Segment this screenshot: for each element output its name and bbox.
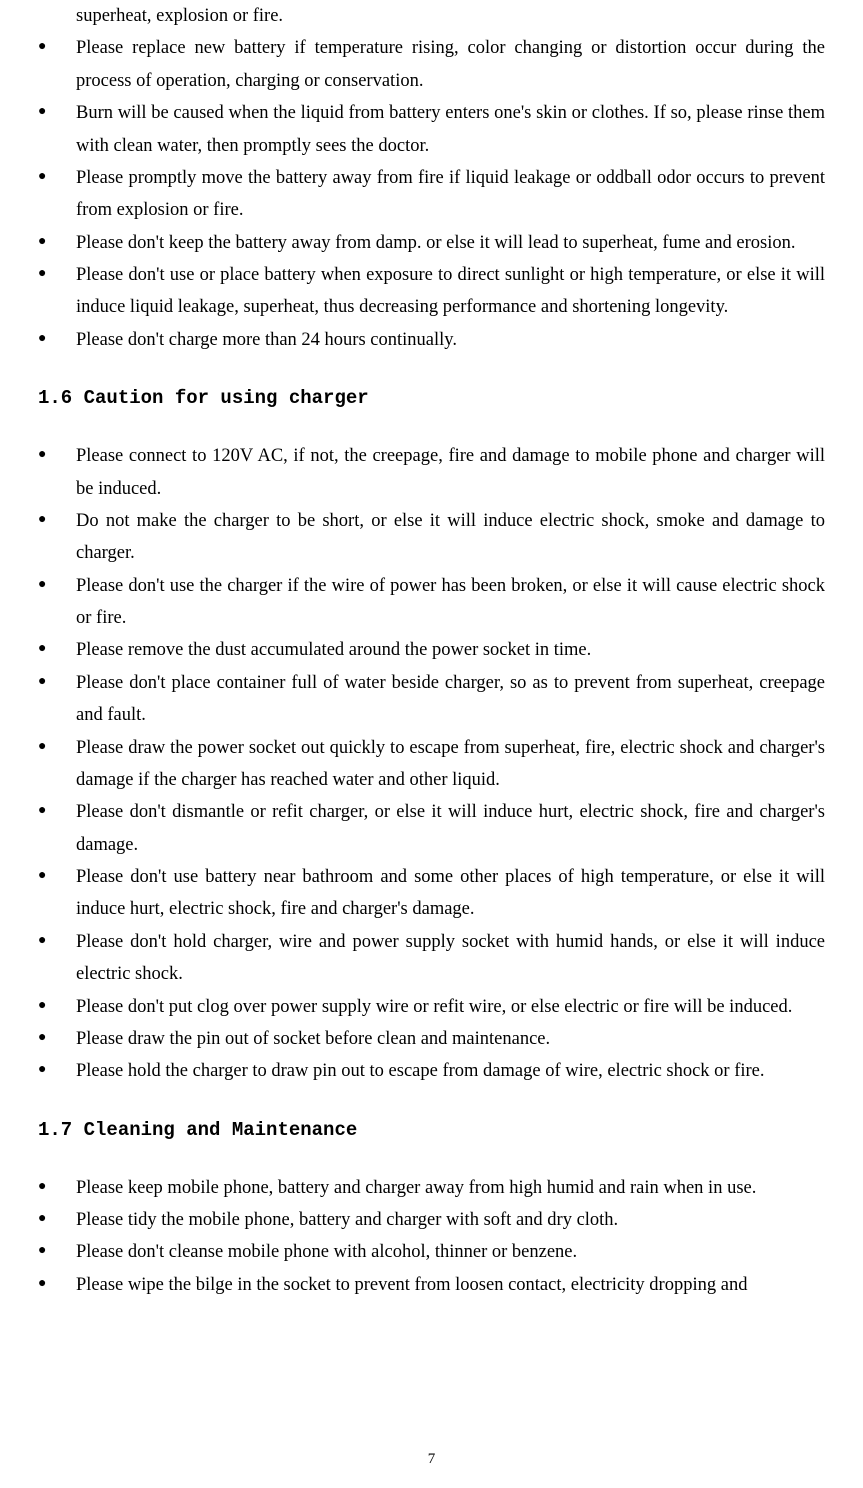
list-item: ●Please don't use the charger if the wir… [38,570,825,635]
battery-caution-list: ●Please replace new battery if temperatu… [38,32,825,356]
list-item: ●Please don't charge more than 24 hours … [38,324,825,356]
list-item-text: Please tidy the mobile phone, battery an… [76,1204,825,1236]
list-item-text: Please promptly move the battery away fr… [76,162,825,227]
bullet-icon: ● [38,324,76,352]
bullet-icon: ● [38,440,76,468]
bullet-icon: ● [38,1055,76,1083]
bullet-icon: ● [38,991,76,1019]
list-item-text: Please don't dismantle or refit charger,… [76,796,825,861]
bullet-icon: ● [38,634,76,662]
list-item: ●Please replace new battery if temperatu… [38,32,825,97]
list-item-text: Please don't use or place battery when e… [76,259,825,324]
bullet-icon: ● [38,259,76,287]
list-item-text: Do not make the charger to be short, or … [76,505,825,570]
list-item: ●Please tidy the mobile phone, battery a… [38,1204,825,1236]
list-item: ●Do not make the charger to be short, or… [38,505,825,570]
list-item-text: Please wipe the bilge in the socket to p… [76,1269,825,1301]
bullet-icon: ● [38,1236,76,1264]
bullet-icon: ● [38,162,76,190]
bullet-icon: ● [38,1269,76,1297]
continued-paragraph: superheat, explosion or fire. [76,0,825,32]
list-item: ●Please don't place container full of wa… [38,667,825,732]
cleaning-list: ●Please keep mobile phone, battery and c… [38,1172,825,1302]
list-item-text: Please don't put clog over power supply … [76,991,825,1023]
list-item-text: Please don't keep the battery away from … [76,227,825,259]
list-item: ●Please draw the pin out of socket befor… [38,1023,825,1055]
list-item-text: Please remove the dust accumulated aroun… [76,634,825,666]
bullet-icon: ● [38,227,76,255]
list-item-text: Please don't use the charger if the wire… [76,570,825,635]
bullet-icon: ● [38,32,76,60]
list-item-text: Please draw the pin out of socket before… [76,1023,825,1055]
list-item: ●Please keep mobile phone, battery and c… [38,1172,825,1204]
list-item-text: Please replace new battery if temperatur… [76,32,825,97]
list-item-text: Please don't charge more than 24 hours c… [76,324,825,356]
list-item: ●Please don't use battery near bathroom … [38,861,825,926]
bullet-icon: ● [38,796,76,824]
list-item: ●Please draw the power socket out quickl… [38,732,825,797]
bullet-icon: ● [38,1172,76,1200]
list-item-text: Please don't place container full of wat… [76,667,825,732]
charger-caution-list: ●Please connect to 120V AC, if not, the … [38,440,825,1088]
section-heading-charger: 1.6 Caution for using charger [38,387,825,409]
list-item: ●Burn will be caused when the liquid fro… [38,97,825,162]
bullet-icon: ● [38,1023,76,1051]
list-item: ●Please don't keep the battery away from… [38,227,825,259]
list-item-text: Please hold the charger to draw pin out … [76,1055,825,1087]
list-item: ●Please don't use or place battery when … [38,259,825,324]
bullet-icon: ● [38,1204,76,1232]
bullet-icon: ● [38,505,76,533]
list-item-text: Please draw the power socket out quickly… [76,732,825,797]
bullet-icon: ● [38,570,76,598]
list-item: ●Please connect to 120V AC, if not, the … [38,440,825,505]
list-item-text: Please don't hold charger, wire and powe… [76,926,825,991]
list-item-text: Please keep mobile phone, battery and ch… [76,1172,825,1204]
bullet-icon: ● [38,732,76,760]
list-item: ●Please don't hold charger, wire and pow… [38,926,825,991]
list-item-text: Please connect to 120V AC, if not, the c… [76,440,825,505]
list-item: ●Please don't put clog over power supply… [38,991,825,1023]
list-item-text: Please don't cleanse mobile phone with a… [76,1236,825,1268]
list-item-text: Burn will be caused when the liquid from… [76,97,825,162]
list-item: ●Please don't cleanse mobile phone with … [38,1236,825,1268]
list-item-text: Please don't use battery near bathroom a… [76,861,825,926]
bullet-icon: ● [38,861,76,889]
list-item: ●Please hold the charger to draw pin out… [38,1055,825,1087]
list-item: ●Please don't dismantle or refit charger… [38,796,825,861]
list-item: ●Please remove the dust accumulated arou… [38,634,825,666]
bullet-icon: ● [38,926,76,954]
page-number: 7 [0,1451,863,1468]
list-item: ●Please promptly move the battery away f… [38,162,825,227]
bullet-icon: ● [38,97,76,125]
section-heading-cleaning: 1.7 Cleaning and Maintenance [38,1119,825,1141]
bullet-icon: ● [38,667,76,695]
list-item: ●Please wipe the bilge in the socket to … [38,1269,825,1301]
